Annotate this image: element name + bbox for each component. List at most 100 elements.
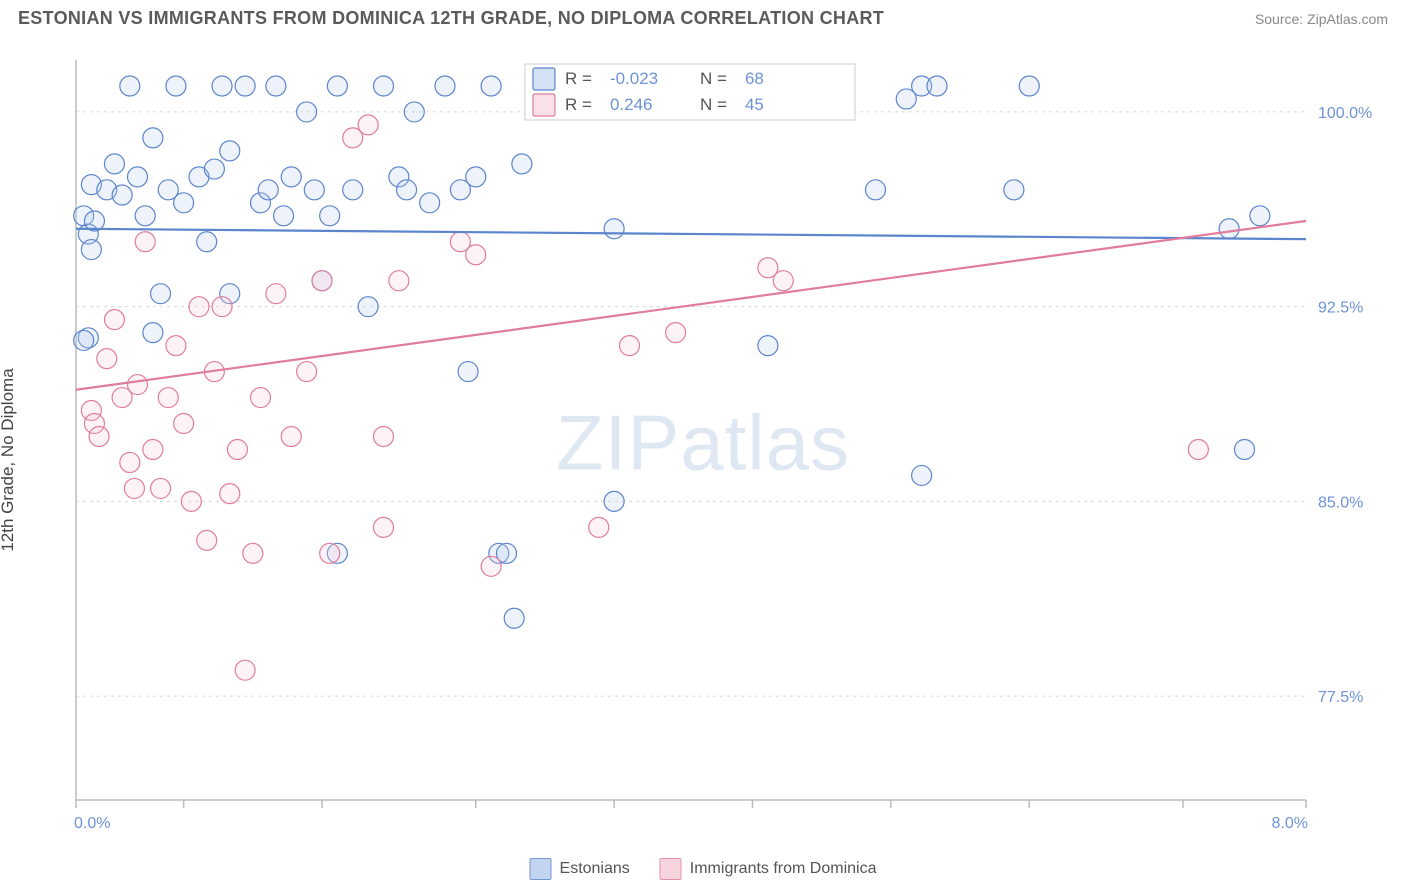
scatter-point — [227, 439, 247, 459]
legend-label: Immigrants from Dominica — [690, 860, 877, 877]
legend-swatch — [530, 858, 552, 880]
scatter-point — [135, 232, 155, 252]
scatter-point — [1019, 76, 1039, 96]
scatter-point — [128, 375, 148, 395]
scatter-point — [266, 76, 286, 96]
scatter-point — [124, 478, 144, 498]
scatter-point — [104, 154, 124, 174]
y-tick-label: 100.0% — [1318, 105, 1372, 122]
page-title: ESTONIAN VS IMMIGRANTS FROM DOMINICA 12T… — [18, 8, 884, 29]
scatter-point — [620, 336, 640, 356]
scatter-point — [181, 491, 201, 511]
scatter-point — [504, 608, 524, 628]
chart-container: 12th Grade, No Diploma 77.5%85.0%92.5%10… — [18, 40, 1388, 880]
scatter-point — [204, 159, 224, 179]
scatter-point — [358, 297, 378, 317]
stats-r-label: R = — [565, 95, 592, 114]
y-axis-label: 12th Grade, No Diploma — [0, 368, 18, 551]
scatter-point — [235, 660, 255, 680]
legend-item: Immigrants from Dominica — [660, 858, 877, 880]
scatter-point — [297, 102, 317, 122]
x-tick-label-max: 8.0% — [1272, 815, 1308, 830]
scatter-point — [397, 180, 417, 200]
scatter-point — [243, 543, 263, 563]
scatter-point — [1250, 206, 1270, 226]
scatter-point — [281, 426, 301, 446]
scatter-point — [1235, 439, 1255, 459]
scatter-point — [120, 452, 140, 472]
trend-line — [76, 229, 1306, 239]
scatter-point — [758, 336, 778, 356]
scatter-point — [773, 271, 793, 291]
scatter-point — [212, 76, 232, 96]
scatter-point — [512, 154, 532, 174]
stats-swatch — [533, 68, 555, 90]
source-link[interactable]: ZipAtlas.com — [1307, 11, 1388, 27]
scatter-point — [404, 102, 424, 122]
x-tick-label-min: 0.0% — [74, 815, 110, 830]
stats-n-label: N = — [700, 69, 727, 88]
scatter-point — [166, 336, 186, 356]
source-attribution: Source: ZipAtlas.com — [1255, 11, 1388, 27]
y-tick-label: 77.5% — [1318, 689, 1363, 706]
scatter-point — [466, 167, 486, 187]
stats-swatch — [533, 94, 555, 116]
scatter-point — [220, 484, 240, 504]
stats-box: R =-0.023N =68R =0.246N =45 — [525, 64, 855, 120]
scatter-point — [1004, 180, 1024, 200]
scatter-point — [197, 232, 217, 252]
source-label: Source: — [1255, 11, 1303, 27]
scatter-point — [166, 76, 186, 96]
scatter-point — [235, 76, 255, 96]
scatter-point — [304, 180, 324, 200]
scatter-point — [435, 76, 455, 96]
scatter-point — [604, 219, 624, 239]
stats-r-value: -0.023 — [610, 69, 658, 88]
stats-r-value: 0.246 — [610, 95, 653, 114]
scatter-point — [251, 388, 271, 408]
scatter-point — [128, 167, 148, 187]
scatter-point — [466, 245, 486, 265]
y-tick-label: 85.0% — [1318, 494, 1363, 511]
scatter-point — [343, 180, 363, 200]
scatter-point — [97, 349, 117, 369]
scatter-point — [389, 271, 409, 291]
legend-swatch — [660, 858, 682, 880]
scatter-point — [481, 76, 501, 96]
scatter-point — [258, 180, 278, 200]
scatter-point — [212, 297, 232, 317]
legend-item: Estonians — [530, 858, 630, 880]
scatter-point — [120, 76, 140, 96]
scatter-point — [374, 517, 394, 537]
scatter-point — [143, 323, 163, 343]
scatter-point — [81, 240, 101, 260]
scatter-point — [458, 362, 478, 382]
scatter-point — [174, 193, 194, 213]
scatter-point — [112, 185, 132, 205]
scatter-point — [320, 206, 340, 226]
scatter-point — [297, 362, 317, 382]
scatter-point — [358, 115, 378, 135]
scatter-point — [320, 543, 340, 563]
scatter-point — [174, 414, 194, 434]
scatter-point — [374, 76, 394, 96]
legend-label: Estonians — [560, 860, 630, 877]
scatter-point — [143, 439, 163, 459]
scatter-point — [104, 310, 124, 330]
scatter-point — [151, 478, 171, 498]
stats-r-label: R = — [565, 69, 592, 88]
scatter-chart: 77.5% 85.0% 92.5% 100.0% 0.0% 8.0% R = -0.023 N … — [48, 40, 1378, 830]
scatter-point — [151, 284, 171, 304]
scatter-point — [220, 141, 240, 161]
scatter-point — [143, 128, 163, 148]
scatter-point — [866, 180, 886, 200]
stats-n-label: N = — [700, 95, 727, 114]
scatter-point — [327, 76, 347, 96]
scatter-point — [666, 323, 686, 343]
scatter-point — [420, 193, 440, 213]
scatter-point — [1219, 219, 1239, 239]
scatter-point — [158, 388, 178, 408]
scatter-point — [74, 330, 94, 350]
y-tick-label: 92.5% — [1318, 300, 1363, 317]
scatter-point — [266, 284, 286, 304]
